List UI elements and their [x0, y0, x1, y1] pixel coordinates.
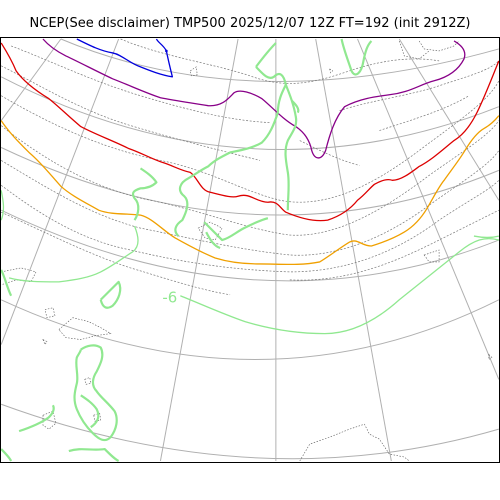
- isotherm-purple: [42, 38, 466, 159]
- temperature-map: -6: [1, 38, 499, 462]
- intermediate-isotherms: [1, 38, 499, 296]
- isotherm-blue-dot: [165, 49, 168, 53]
- map-title: NCEP(See disclaimer) TMP500 2025/12/07 1…: [29, 16, 471, 31]
- contour-label-minus-6: -6: [162, 289, 177, 307]
- isotherm-green-sea: [1, 190, 499, 335]
- graticule-parallels: [1, 38, 499, 460]
- isotherm-orange: [1, 115, 499, 266]
- coastlines: [1, 40, 493, 462]
- isotherm-red: [1, 42, 499, 222]
- map-frame: -6: [0, 37, 500, 463]
- isotherm-blue: [76, 38, 174, 78]
- isotherm-green-land: [1, 38, 373, 462]
